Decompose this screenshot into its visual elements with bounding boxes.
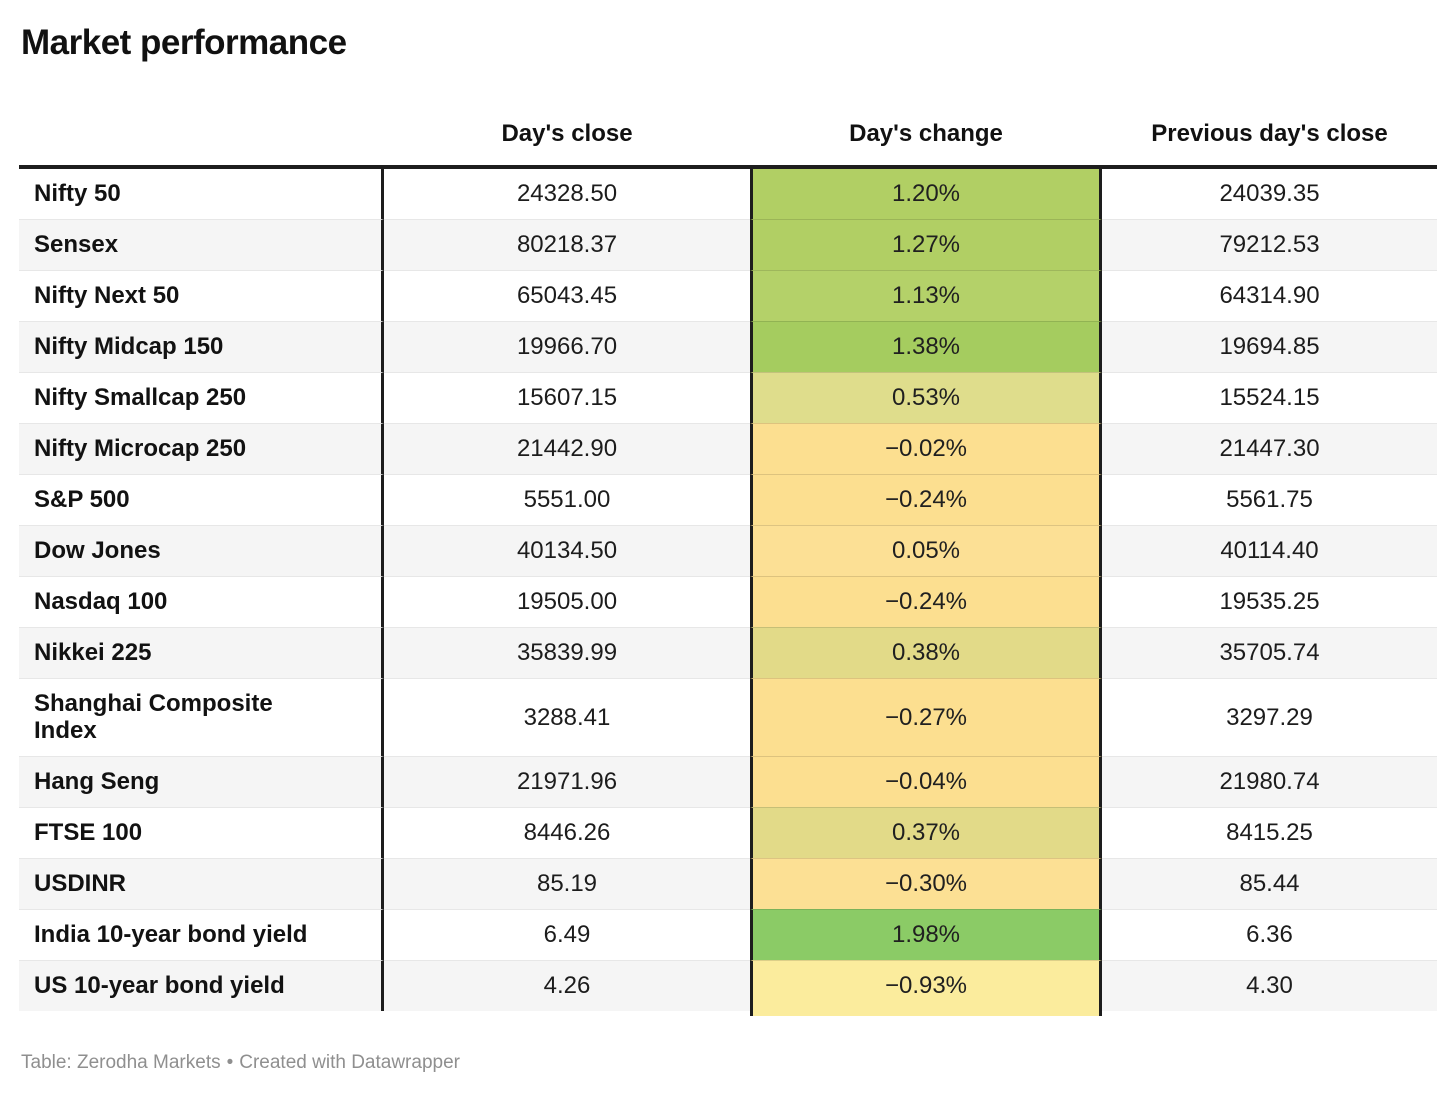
table-row: Nifty Midcap 150 19966.70 1.38% 19694.85 <box>19 321 1437 372</box>
previous-close-value: 24039.35 <box>1102 169 1437 219</box>
footer-source: Table: Zerodha Markets <box>21 1052 221 1073</box>
table-row: Nifty 50 24328.50 1.20% 24039.35 <box>19 169 1437 219</box>
previous-close-value: 3297.29 <box>1102 678 1437 756</box>
row-label: Nifty Next 50 <box>19 270 384 321</box>
footer-separator: • <box>226 1052 234 1073</box>
days-close-value: 8446.26 <box>384 807 750 858</box>
table-row: Nifty Smallcap 250 15607.15 0.53% 15524.… <box>19 372 1437 423</box>
row-label: Hang Seng <box>19 756 384 807</box>
header-days-change[interactable]: Day's change <box>750 64 1102 169</box>
days-close-value: 65043.45 <box>384 270 750 321</box>
days-change-cell: 0.37% <box>750 807 1102 858</box>
row-label: Nikkei 225 <box>19 627 384 678</box>
table-row: Nikkei 225 35839.99 0.38% 35705.74 <box>19 627 1437 678</box>
days-change-cell: 1.13% <box>750 270 1102 321</box>
page-title: Market performance <box>21 23 347 62</box>
table-row: Nifty Next 50 65043.45 1.13% 64314.90 <box>19 270 1437 321</box>
row-label: Sensex <box>19 219 384 270</box>
previous-close-value: 35705.74 <box>1102 627 1437 678</box>
table-header: Day's close Day's change Previous day's … <box>19 64 1437 169</box>
header-row: Day's close Day's change Previous day's … <box>19 64 1437 169</box>
days-close-value: 35839.99 <box>384 627 750 678</box>
table-row: USDINR 85.19 −0.30% 85.44 <box>19 858 1437 909</box>
days-change-cell: −0.27% <box>750 678 1102 756</box>
header-previous-close[interactable]: Previous day's close <box>1102 64 1437 169</box>
previous-close-value: 6.36 <box>1102 909 1437 960</box>
days-change-cell: 0.38% <box>750 627 1102 678</box>
days-change-cell: −0.02% <box>750 423 1102 474</box>
days-close-value: 21442.90 <box>384 423 750 474</box>
previous-close-value: 8415.25 <box>1102 807 1437 858</box>
previous-close-value: 5561.75 <box>1102 474 1437 525</box>
row-label: Nifty Smallcap 250 <box>19 372 384 423</box>
table-footer: Table: Zerodha Markets • Created with Data… <box>21 1051 1437 1074</box>
days-close-value: 6.49 <box>384 909 750 960</box>
previous-close-value: 40114.40 <box>1102 525 1437 576</box>
previous-close-value: 85.44 <box>1102 858 1437 909</box>
row-label: Nifty 50 <box>19 169 384 219</box>
table-row: Hang Seng 21971.96 −0.04% 21980.74 <box>19 756 1437 807</box>
days-close-value: 19505.00 <box>384 576 750 627</box>
days-close-value: 19966.70 <box>384 321 750 372</box>
row-label: India 10-year bond yield <box>19 909 384 960</box>
days-change-cell: 1.98% <box>750 909 1102 960</box>
days-close-value: 21971.96 <box>384 756 750 807</box>
days-change-cell: 0.05% <box>750 525 1102 576</box>
previous-close-value: 19694.85 <box>1102 321 1437 372</box>
table-row: FTSE 100 8446.26 0.37% 8415.25 <box>19 807 1437 858</box>
previous-close-value: 19535.25 <box>1102 576 1437 627</box>
datawrapper-table-page: Market performance Day's close Day's cha… <box>19 23 1437 1074</box>
row-label: Nasdaq 100 <box>19 576 384 627</box>
days-change-cell: 0.53% <box>750 372 1102 423</box>
days-close-value: 3288.41 <box>384 678 750 756</box>
table-row: India 10-year bond yield 6.49 1.98% 6.36 <box>19 909 1437 960</box>
days-change-cell: 1.20% <box>750 169 1102 219</box>
market-performance-table: Day's close Day's change Previous day's … <box>19 64 1437 1016</box>
table-row: US 10-year bond yield 4.26 −0.93% 4.30 <box>19 960 1437 1016</box>
row-label: Nifty Midcap 150 <box>19 321 384 372</box>
table-row: Nifty Microcap 250 21442.90 −0.02% 21447… <box>19 423 1437 474</box>
days-close-value: 5551.00 <box>384 474 750 525</box>
row-label: USDINR <box>19 858 384 909</box>
previous-close-value: 64314.90 <box>1102 270 1437 321</box>
table-row: S&P 500 5551.00 −0.24% 5561.75 <box>19 474 1437 525</box>
days-change-cell: −0.24% <box>750 474 1102 525</box>
row-label: US 10-year bond yield <box>19 960 384 1011</box>
previous-close-value: 79212.53 <box>1102 219 1437 270</box>
table-row: Shanghai Composite Index 3288.41 −0.27% … <box>19 678 1437 756</box>
days-change-cell: 1.38% <box>750 321 1102 372</box>
row-label: S&P 500 <box>19 474 384 525</box>
days-close-value: 85.19 <box>384 858 750 909</box>
row-label: FTSE 100 <box>19 807 384 858</box>
header-index-name <box>19 64 384 169</box>
days-change-cell: −0.30% <box>750 858 1102 909</box>
days-change-cell: −0.04% <box>750 756 1102 807</box>
days-close-value: 40134.50 <box>384 525 750 576</box>
days-close-value: 80218.37 <box>384 219 750 270</box>
row-label: Dow Jones <box>19 525 384 576</box>
days-change-cell: 1.27% <box>750 219 1102 270</box>
table-body: Nifty 50 24328.50 1.20% 24039.35 Sensex … <box>19 169 1437 1016</box>
row-label: Nifty Microcap 250 <box>19 423 384 474</box>
row-label: Shanghai Composite Index <box>19 678 384 756</box>
days-change-cell: −0.24% <box>750 576 1102 627</box>
header-days-close[interactable]: Day's close <box>384 64 750 169</box>
days-close-value: 24328.50 <box>384 169 750 219</box>
table-row: Sensex 80218.37 1.27% 79212.53 <box>19 219 1437 270</box>
previous-close-value: 15524.15 <box>1102 372 1437 423</box>
table-row: Nasdaq 100 19505.00 −0.24% 19535.25 <box>19 576 1437 627</box>
previous-close-value: 4.30 <box>1102 960 1437 1011</box>
days-close-value: 15607.15 <box>384 372 750 423</box>
previous-close-value: 21980.74 <box>1102 756 1437 807</box>
previous-close-value: 21447.30 <box>1102 423 1437 474</box>
days-close-value: 4.26 <box>384 960 750 1011</box>
table-row: Dow Jones 40134.50 0.05% 40114.40 <box>19 525 1437 576</box>
footer-attribution-link[interactable]: Created with Datawrapper <box>239 1052 460 1073</box>
days-change-cell: −0.93% <box>750 960 1102 1016</box>
